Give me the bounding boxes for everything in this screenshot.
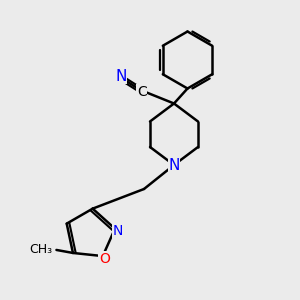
- Text: N: N: [115, 69, 127, 84]
- Text: N: N: [113, 224, 123, 238]
- Text: C: C: [137, 85, 147, 98]
- Text: O: O: [99, 252, 110, 266]
- Text: CH₃: CH₃: [29, 244, 52, 256]
- Text: N: N: [168, 158, 180, 172]
